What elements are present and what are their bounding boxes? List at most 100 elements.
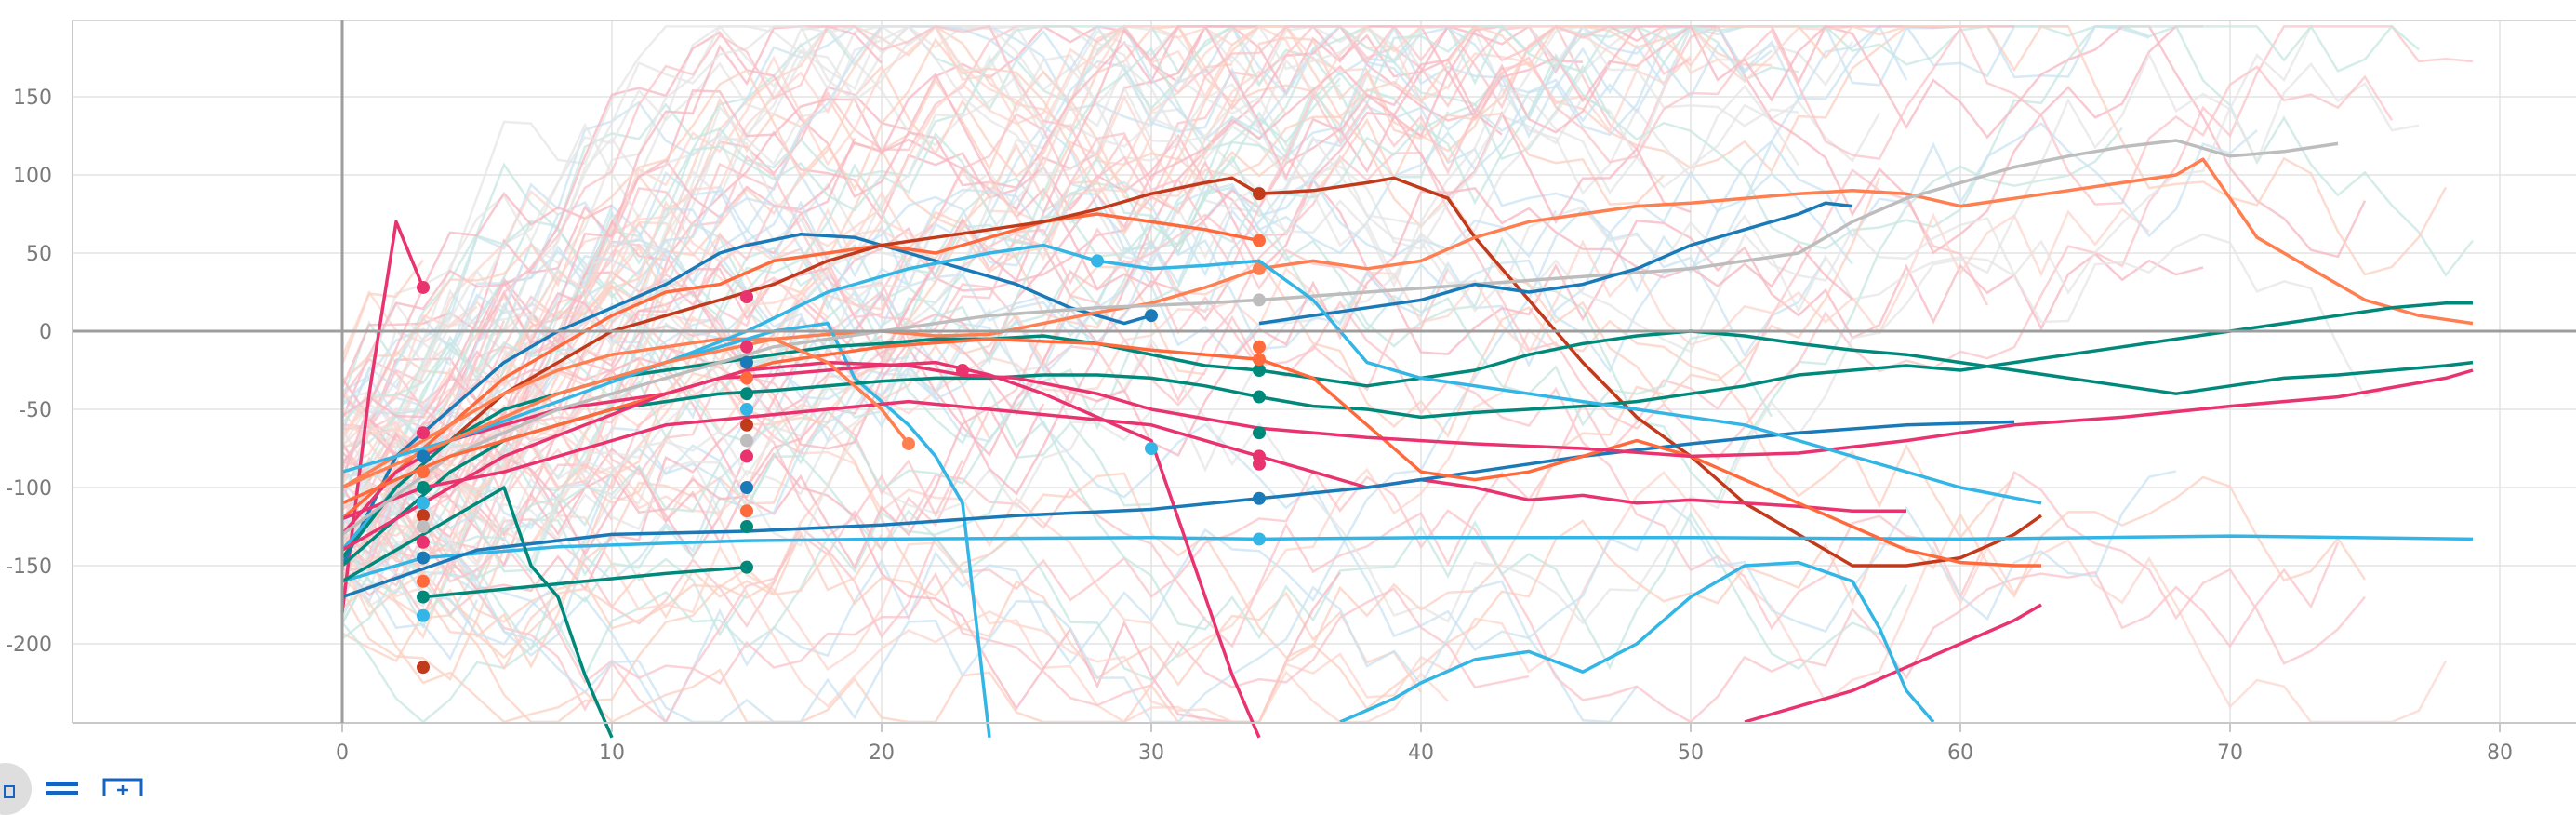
series-point bbox=[417, 465, 430, 479]
x-tick-label: 50 bbox=[1678, 742, 1704, 765]
faint-series-line bbox=[341, 25, 990, 436]
faint-series-line bbox=[340, 259, 425, 366]
x-tick-label: 80 bbox=[2487, 742, 2513, 765]
y-tick-label: -50 bbox=[19, 399, 52, 422]
series-point bbox=[417, 426, 430, 440]
x-tick-label: 30 bbox=[1138, 742, 1164, 765]
series-point bbox=[417, 535, 430, 549]
faint-series-line bbox=[341, 25, 1773, 393]
faint-series-line bbox=[340, 24, 2367, 458]
x-tick-label: 20 bbox=[869, 742, 895, 765]
faint-series-line bbox=[340, 24, 2203, 532]
faint-series-line bbox=[341, 221, 1908, 671]
faint-series-line bbox=[341, 532, 1530, 707]
series-point bbox=[740, 418, 753, 432]
faint-series-line bbox=[341, 25, 1692, 571]
series-line-2 bbox=[340, 233, 1152, 567]
faint-series-line bbox=[340, 305, 478, 437]
faint-series-line bbox=[341, 289, 1045, 570]
faint-series-line bbox=[341, 154, 1773, 427]
faint-series-line bbox=[341, 24, 1908, 725]
series-point bbox=[1253, 340, 1266, 354]
faint-series-line bbox=[341, 371, 1423, 693]
series-line-22 bbox=[341, 337, 910, 489]
series-point bbox=[740, 520, 753, 533]
y-tick-label: -100 bbox=[6, 477, 52, 501]
faint-series-line bbox=[341, 385, 1665, 724]
x-tick-label: 10 bbox=[599, 742, 625, 765]
axes: 150 100 50 0 -50 -100 -150 -200 0 10 20 30 40 50 60 70 8… bbox=[6, 20, 2576, 765]
series-point-5 bbox=[1253, 261, 1266, 275]
faint-series-line bbox=[340, 115, 1881, 580]
series-point bbox=[1145, 442, 1158, 455]
series-point-15 bbox=[1253, 491, 1266, 505]
series-point bbox=[417, 608, 430, 622]
series-point bbox=[417, 481, 430, 494]
series-layer bbox=[340, 139, 2474, 739]
faint-series-line bbox=[341, 24, 1692, 555]
faint-series-line bbox=[340, 386, 2448, 724]
y-tick-label: 100 bbox=[13, 165, 52, 188]
faint-series-line bbox=[341, 207, 2150, 572]
series-point bbox=[417, 551, 430, 565]
faint-series-line bbox=[341, 25, 2394, 572]
faint-series-line bbox=[340, 24, 2150, 433]
faint-series-line bbox=[341, 24, 1368, 486]
faint-series-line bbox=[341, 265, 1206, 660]
series-point-9 bbox=[1253, 364, 1266, 377]
series-point bbox=[740, 340, 753, 354]
series-line-1 bbox=[340, 220, 425, 613]
expand-button[interactable] bbox=[0, 763, 32, 815]
fit-to-screen-button[interactable] bbox=[102, 768, 143, 802]
series-point-2 bbox=[1145, 309, 1158, 323]
faint-series-line bbox=[341, 24, 2448, 383]
faint-series-line bbox=[341, 24, 1395, 421]
series-point-17 bbox=[1253, 293, 1266, 307]
faint-series-line bbox=[341, 42, 1746, 534]
series-point bbox=[1253, 457, 1266, 471]
faint-series-line bbox=[340, 25, 1259, 420]
series-line-18 bbox=[341, 337, 2041, 568]
list-view-button[interactable] bbox=[46, 768, 78, 800]
series-point bbox=[740, 449, 753, 463]
series-point bbox=[1253, 426, 1266, 440]
faint-series-line bbox=[340, 134, 1153, 491]
series-point bbox=[417, 574, 430, 588]
series-point bbox=[740, 355, 753, 369]
series-point bbox=[740, 371, 753, 385]
series-point bbox=[417, 520, 430, 533]
series-line-17 bbox=[340, 139, 2339, 536]
faint-series-line bbox=[341, 52, 1611, 640]
series-line-7 bbox=[341, 534, 2474, 583]
series-point-7 bbox=[1253, 532, 1266, 546]
faint-series-line bbox=[340, 25, 1799, 480]
series-point-21 bbox=[1091, 254, 1104, 268]
faint-series-line bbox=[340, 25, 2014, 570]
series-point-12 bbox=[740, 560, 753, 574]
series-line-14 bbox=[1744, 603, 2042, 724]
faint-series-line bbox=[341, 275, 1234, 619]
series-point bbox=[417, 509, 430, 523]
series-line-16 bbox=[1339, 560, 1935, 724]
faint-series-line bbox=[340, 61, 2420, 558]
chart-toolbar bbox=[0, 755, 186, 815]
list-icon bbox=[46, 782, 78, 795]
series-point-18 bbox=[1253, 353, 1266, 367]
series-line-21 bbox=[341, 243, 2042, 505]
x-tick-label: 40 bbox=[1408, 742, 1434, 765]
series-point bbox=[740, 387, 753, 401]
series-line-3 bbox=[340, 212, 1260, 520]
series-line-10 bbox=[340, 301, 2473, 568]
series-point-3 bbox=[1253, 234, 1266, 247]
series-point bbox=[740, 481, 753, 494]
series-line-12 bbox=[422, 565, 748, 599]
series-point-20 bbox=[956, 364, 969, 377]
series-point bbox=[740, 504, 753, 518]
faint-series-line bbox=[341, 220, 532, 448]
series-line-4 bbox=[340, 176, 2043, 568]
faint-series-line bbox=[340, 77, 1341, 595]
series-point-10 bbox=[1253, 390, 1266, 404]
series-line-19 bbox=[1258, 201, 1853, 326]
y-tick-label: -150 bbox=[6, 555, 52, 579]
series-point bbox=[417, 590, 430, 604]
